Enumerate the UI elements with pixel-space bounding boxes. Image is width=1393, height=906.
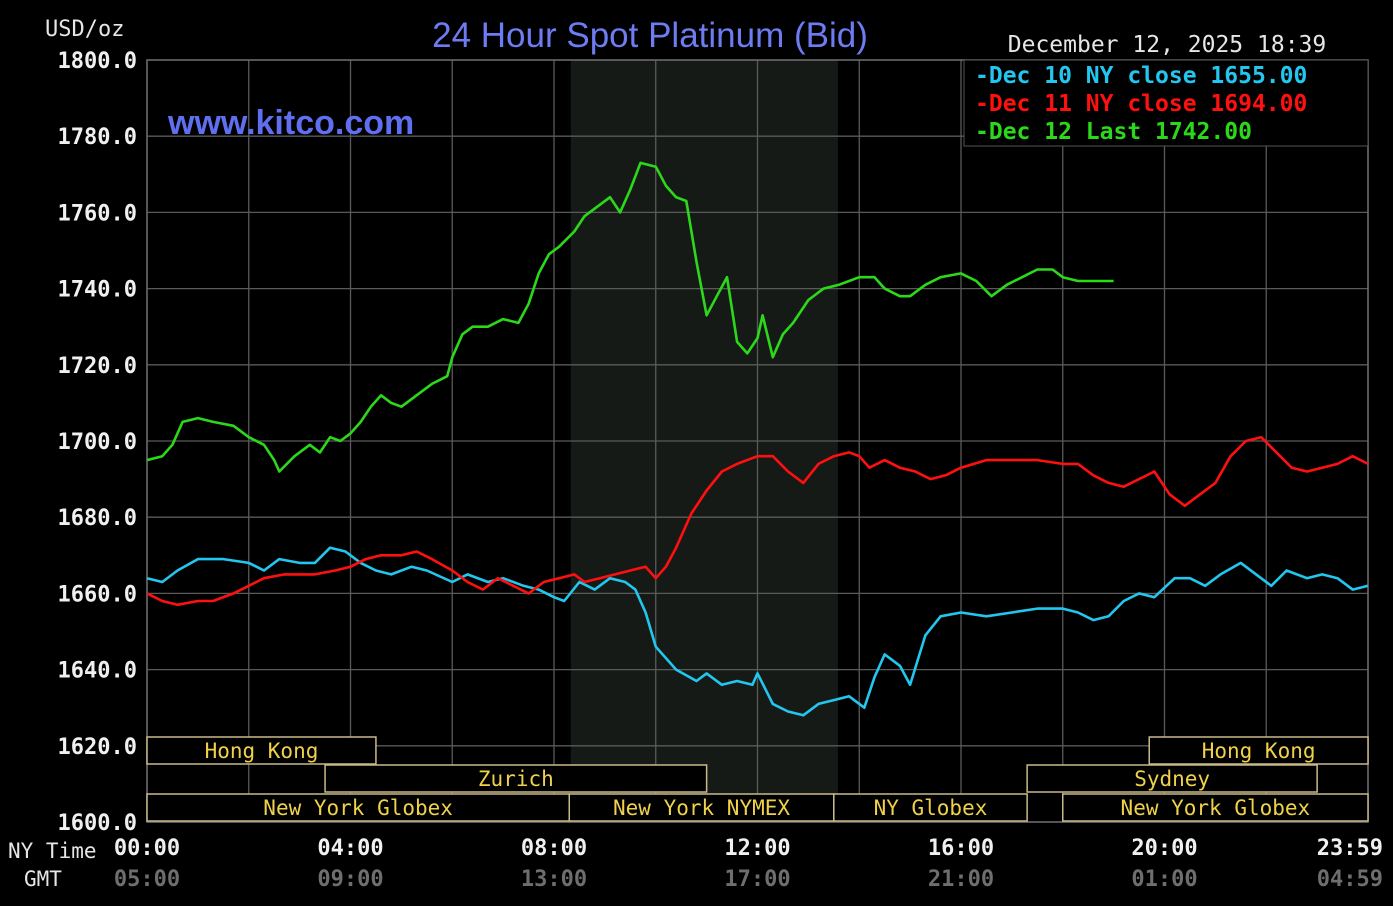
units-label: USD/oz	[45, 17, 124, 42]
y-tick-label: 1800.0	[58, 49, 137, 74]
y-tick-label: 1600.0	[58, 811, 137, 836]
market-session-bar	[568, 793, 835, 822]
x-tick-label-ny: 00:00	[114, 836, 180, 861]
market-session-label: Sydney	[1134, 767, 1210, 791]
series-line-3	[146, 161, 1114, 473]
legend-box	[963, 59, 1369, 147]
plot-frame	[146, 59, 1369, 823]
x-tick-label-gmt: 04:59	[1317, 867, 1383, 892]
market-session-bar	[146, 736, 377, 765]
x-tick-label-ny: 12:00	[724, 836, 790, 861]
market-session-bar	[146, 793, 571, 822]
y-tick-label: 1640.0	[58, 659, 137, 684]
x-tick-label-ny: 16:00	[928, 836, 994, 861]
y-tick-label: 1740.0	[58, 278, 137, 303]
ny-time-row-label: NY Time	[8, 839, 97, 863]
series-line-1	[146, 546, 1369, 717]
chart-title: 24 Hour Spot Platinum (Bid)	[432, 16, 868, 55]
y-tick-label: 1720.0	[58, 354, 137, 379]
market-session-label: Hong Kong	[1202, 739, 1316, 763]
market-session-label: Hong Kong	[205, 739, 319, 763]
market-session-bar	[833, 793, 1028, 822]
market-session-bar	[324, 764, 708, 793]
date-label: December 12, 2025 18:39	[1008, 32, 1327, 58]
x-tick-label-gmt: 09:00	[317, 867, 383, 892]
market-session-label: Zurich	[478, 767, 554, 791]
x-tick-label-gmt: 21:00	[928, 867, 994, 892]
y-tick-label: 1780.0	[58, 125, 137, 150]
legend-entry: -Dec 12 Last 1742.00	[975, 119, 1252, 145]
market-session-label: New York Globex	[1121, 796, 1311, 820]
x-tick-label-gmt: 05:00	[114, 867, 180, 892]
legend-entry: -Dec 11 NY close 1694.00	[975, 91, 1307, 117]
x-tick-label-ny: 08:00	[521, 836, 587, 861]
y-tick-label: 1700.0	[58, 430, 137, 455]
gmt-row-label: GMT	[24, 867, 62, 891]
x-tick-label-ny: 20:00	[1131, 836, 1197, 861]
y-tick-label: 1680.0	[58, 506, 137, 531]
watermark: www.kitco.com	[167, 104, 414, 142]
x-tick-label-ny: 04:00	[317, 836, 383, 861]
x-tick-label-ny: 23:59	[1317, 836, 1383, 861]
series-line-2	[146, 435, 1369, 607]
y-tick-label: 1660.0	[58, 582, 137, 607]
market-session-label: NY Globex	[874, 796, 988, 820]
y-tick-label: 1620.0	[58, 735, 137, 760]
market-session-label: New York Globex	[263, 796, 453, 820]
market-session-bar	[1148, 736, 1369, 765]
market-session-bar	[1026, 764, 1318, 793]
y-tick-label: 1760.0	[58, 201, 137, 226]
x-tick-label-gmt: 13:00	[521, 867, 587, 892]
market-session-label: New York NYMEX	[613, 796, 790, 820]
legend-entry: -Dec 10 NY close 1655.00	[975, 63, 1307, 89]
x-tick-label-gmt: 01:00	[1131, 867, 1197, 892]
x-tick-label-gmt: 17:00	[724, 867, 790, 892]
market-session-bar	[1062, 793, 1369, 822]
